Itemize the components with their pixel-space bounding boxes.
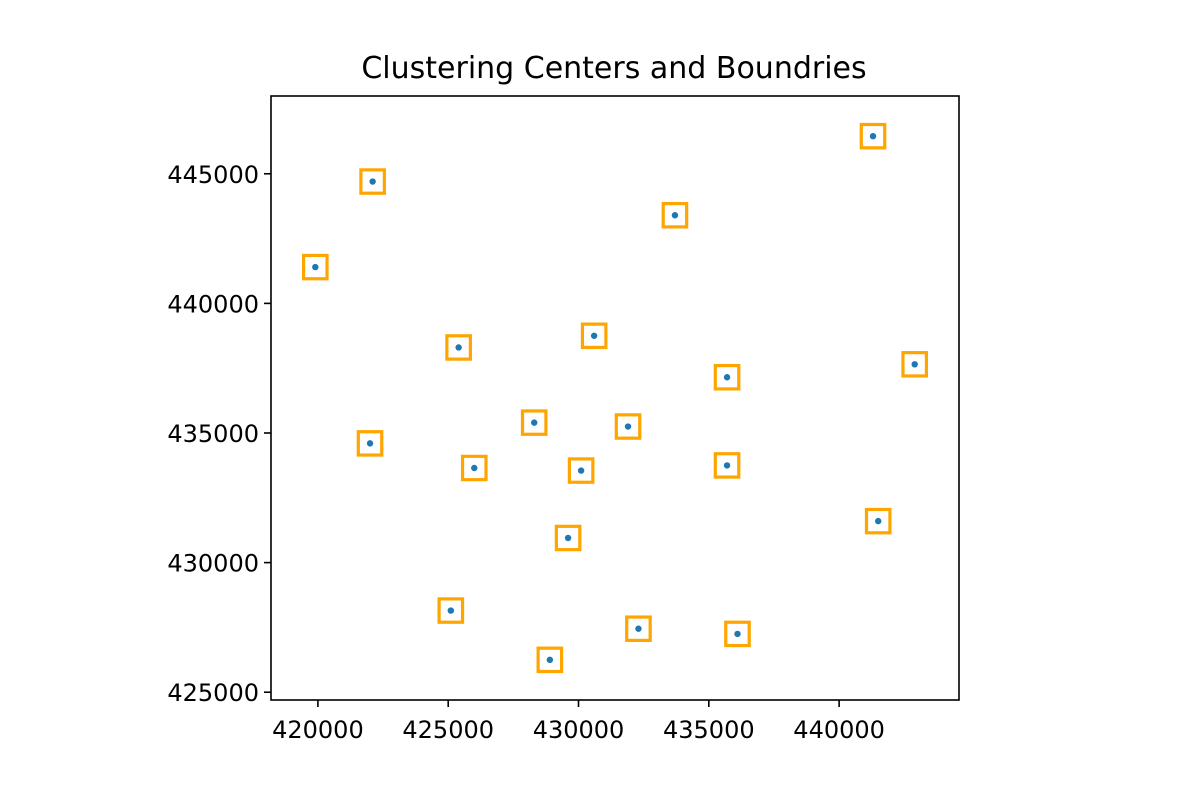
cluster-boundary-17 — [437, 597, 465, 624]
cluster-boundary-4 — [301, 253, 329, 281]
chart-title: Clustering Centers and Boundries — [361, 51, 866, 86]
cluster-center-point-11 — [366, 440, 374, 447]
cluster-centers — [312, 132, 918, 664]
cluster-center-point-5 — [455, 344, 462, 351]
cluster-boundary-7 — [713, 363, 741, 391]
y-tick-label: 430000 — [167, 550, 259, 578]
cluster-center-point-1 — [869, 132, 877, 140]
cluster-boundary-11 — [356, 430, 384, 457]
y-tick-label: 445000 — [167, 161, 259, 189]
cluster-center-point-10 — [624, 423, 632, 430]
cluster-center-point-7 — [723, 374, 731, 381]
cluster-boundaries — [301, 122, 929, 674]
cluster-center-point-9 — [531, 419, 538, 426]
cluster-center-point-12 — [471, 464, 478, 472]
cluster-boundary-19 — [724, 620, 751, 648]
cluster-center-point-14 — [723, 462, 731, 469]
x-tick-label: 435000 — [663, 716, 755, 744]
cluster-boundary-10 — [614, 413, 642, 440]
cluster-boundary-1 — [859, 122, 887, 150]
plot-area-frame — [270, 95, 960, 701]
cluster-center-point-16 — [564, 534, 572, 542]
cluster-center-point-6 — [590, 332, 598, 339]
cluster-boundary-12 — [460, 454, 488, 482]
y-axis: 425000 430000 435000 440000 445000 — [167, 161, 271, 707]
cluster-boundary-8 — [901, 351, 929, 378]
cluster-center-point-4 — [312, 263, 319, 271]
cluster-boundary-18 — [625, 615, 652, 642]
cluster-boundary-14 — [713, 452, 741, 479]
cluster-boundary-16 — [554, 524, 582, 552]
y-tick-label: 435000 — [167, 420, 259, 448]
cluster-center-point-17 — [447, 607, 455, 614]
x-axis: 420000 425000 430000 435000 440000 — [272, 700, 885, 744]
cluster-center-point-19 — [734, 630, 741, 638]
cluster-boundary-20 — [536, 646, 564, 674]
cluster-boundary-15 — [864, 507, 892, 535]
x-tick-label: 430000 — [533, 716, 625, 744]
cluster-center-point-3 — [671, 212, 679, 219]
cluster-boundary-3 — [661, 201, 689, 229]
cluster-center-point-15 — [875, 517, 882, 525]
cluster-boundary-6 — [580, 322, 608, 350]
x-tick-label: 425000 — [402, 716, 494, 744]
cluster-center-point-2 — [369, 178, 376, 185]
cluster-center-point-8 — [911, 361, 918, 368]
cluster-boundary-5 — [445, 334, 472, 361]
cluster-boundary-13 — [567, 457, 595, 484]
cluster-center-point-13 — [577, 467, 585, 474]
cluster-boundary-2 — [359, 168, 386, 195]
cluster-center-point-18 — [635, 625, 642, 632]
y-tick-label: 440000 — [167, 290, 259, 318]
cluster-center-point-20 — [546, 656, 554, 664]
x-tick-label: 440000 — [793, 716, 885, 744]
cluster-boundary-9 — [520, 409, 548, 436]
x-tick-label: 420000 — [272, 716, 364, 744]
y-tick-label: 425000 — [167, 679, 259, 707]
